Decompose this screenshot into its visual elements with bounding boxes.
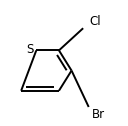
Text: Cl: Cl (90, 15, 101, 28)
Text: Br: Br (92, 108, 105, 121)
Text: S: S (26, 43, 34, 56)
